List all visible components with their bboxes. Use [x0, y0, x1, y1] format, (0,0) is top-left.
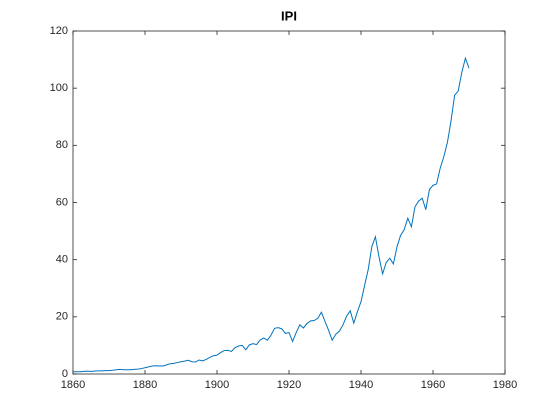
x-tick-label: 1940 — [349, 379, 373, 391]
data-line — [73, 56, 470, 373]
x-tick-label: 1980 — [493, 379, 517, 391]
y-tick-label: 100 — [50, 82, 68, 94]
y-tick-label: 120 — [50, 25, 68, 37]
x-tick-label: 1920 — [277, 379, 301, 391]
x-tick-label: 1860 — [61, 379, 85, 391]
y-tick-label: 20 — [56, 311, 68, 323]
chart-title: IPI — [281, 8, 297, 23]
x-tick-label: 1960 — [421, 379, 445, 391]
y-tick-label: 60 — [56, 196, 68, 208]
y-tick-label: 0 — [62, 368, 68, 380]
x-tick-label: 1900 — [205, 379, 229, 391]
x-tick-label: 1880 — [133, 379, 157, 391]
y-tick-label: 80 — [56, 139, 68, 151]
y-tick-label: 40 — [56, 254, 68, 266]
